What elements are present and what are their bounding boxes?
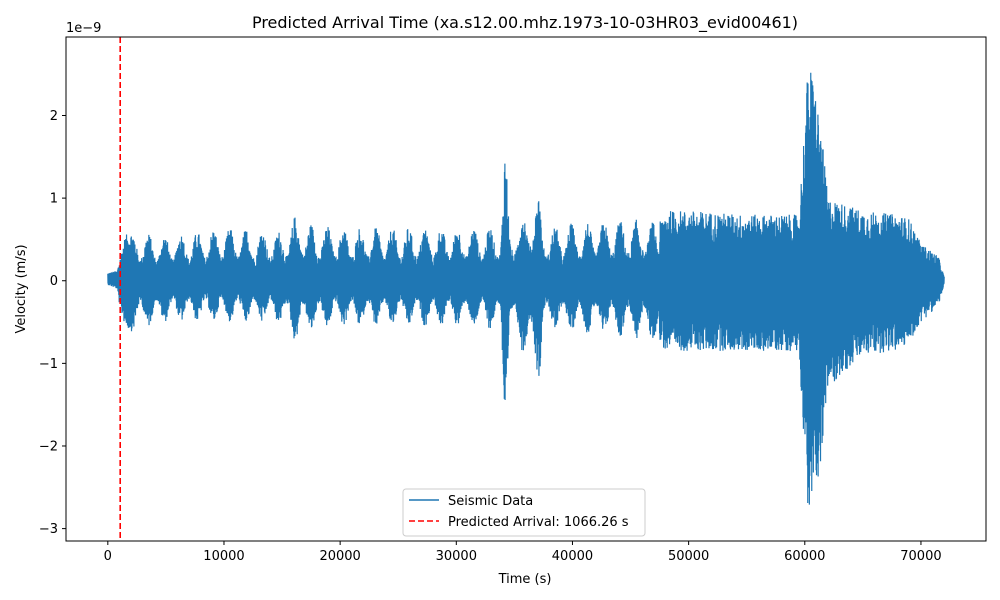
y-tick-label: 2 (50, 109, 58, 124)
x-tick-label: 30000 (436, 549, 477, 564)
y-tick-label: 1 (50, 192, 58, 207)
legend-seismic-data-label: Seismic Data (448, 494, 533, 509)
x-tick-label: 50000 (668, 549, 709, 564)
y-axis: −3 −2 −1 0 1 2 (39, 109, 66, 537)
chart-title: Predicted Arrival Time (xa.s12.00.mhz.19… (252, 13, 798, 33)
legend-predicted-arrival-label: Predicted Arrival: 1066.26 s (448, 515, 629, 530)
x-axis: 0 10000 20000 30000 40000 50000 60000 70000 (104, 541, 942, 564)
y-tick-label: −3 (39, 522, 58, 537)
y-tick-label: −2 (39, 439, 58, 454)
x-tick-label: 0 (104, 549, 112, 564)
y-tick-label: −1 (39, 357, 58, 372)
legend: Seismic Data Predicted Arrival: 1066.26 … (402, 488, 646, 537)
x-tick-label: 20000 (319, 549, 360, 564)
y-axis-label: Velocity (m/s) (14, 244, 29, 333)
plot-area (107, 37, 945, 541)
seismic-data-line (107, 72, 945, 505)
x-tick-label: 60000 (784, 549, 825, 564)
plot-frame (65, 36, 987, 542)
x-tick-label: 40000 (552, 549, 593, 564)
legend-box (402, 488, 646, 537)
x-tick-label: 10000 (203, 549, 244, 564)
y-offset-label: 1e−9 (66, 21, 101, 36)
x-axis-label: Time (s) (498, 572, 552, 587)
x-tick-label: 70000 (900, 549, 941, 564)
y-tick-label: 0 (50, 274, 58, 289)
